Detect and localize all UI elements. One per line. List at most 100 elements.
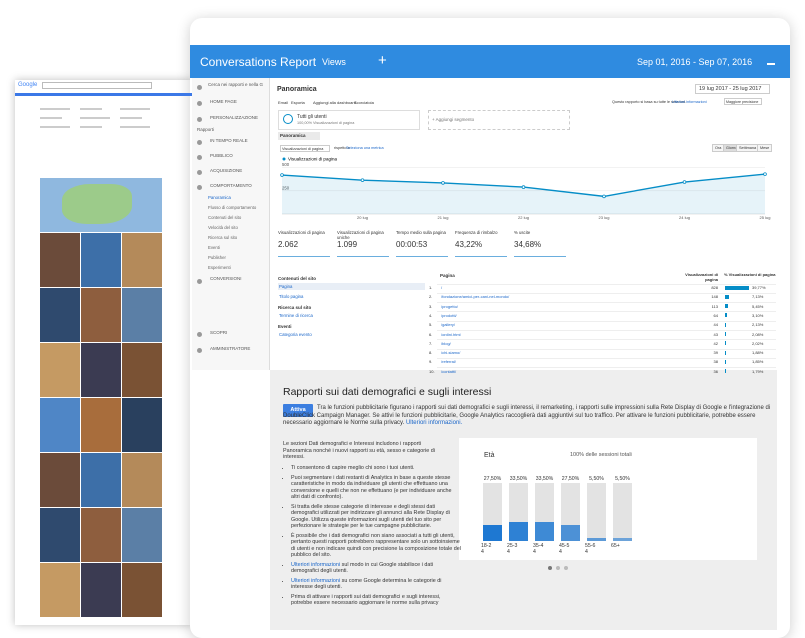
views-button[interactable]: Views: [322, 57, 346, 67]
toolbar-item[interactable]: Email: [278, 100, 289, 105]
bar-category: 55-64: [585, 543, 596, 555]
age-card: [459, 438, 757, 560]
granularity-button[interactable]: Mese: [757, 144, 773, 152]
metric-value: 43,22%: [455, 240, 483, 249]
row-index: 3.: [429, 303, 433, 309]
bar-category: 35-44: [533, 543, 544, 555]
row-index: 1.: [429, 285, 433, 290]
share-bar: [725, 304, 729, 309]
table-header: Visualizzazioni di pagina: [685, 272, 718, 282]
row-page[interactable]: /prodotti/: [441, 312, 457, 318]
report-item: CONVERSIONI: [210, 276, 242, 281]
row-share: 7,13%: [752, 294, 764, 300]
table-link[interactable]: Pagina: [278, 283, 425, 290]
table-header: Pagina: [440, 273, 455, 278]
photo: [81, 343, 121, 397]
demo-title: Rapporti sui dati demografici e sugli in…: [283, 386, 492, 398]
row-page[interactable]: /: [441, 285, 443, 290]
row-page[interactable]: /chi-siamo/: [441, 350, 461, 356]
row-share: 1,79%: [752, 368, 764, 374]
sidebar-search: Cerca nei rapporti e nella G: [208, 82, 264, 87]
row-page[interactable]: /gallery/: [441, 322, 456, 328]
bar-value-label: 27,50%: [561, 476, 580, 482]
row-index: 8.: [429, 350, 433, 356]
table-link[interactable]: Termine di ricerca: [279, 313, 313, 318]
bullet-link[interactable]: Ulteriori informazioni: [291, 561, 341, 568]
toolbar-item[interactable]: Aggiungi alla dashboard: [313, 100, 356, 105]
row-views: 113: [711, 303, 718, 309]
photo: [40, 343, 80, 397]
metric-label: % uscite: [514, 230, 531, 235]
row-share: 3,10%: [752, 312, 764, 318]
bar-value-label: 33,50%: [509, 476, 528, 482]
notice-link[interactable]: Ulteriori informazioni.: [405, 420, 463, 426]
row-views: 148: [711, 294, 718, 300]
share-bar: [725, 369, 727, 374]
row-share: 2,02%: [752, 340, 764, 346]
photo: [40, 233, 80, 287]
tab: Panoramica: [278, 132, 320, 140]
bar: [561, 525, 580, 541]
row-page[interactable]: /blog/: [441, 340, 451, 346]
table-group-head: Ricerca sul sito: [278, 305, 312, 310]
toolbar-item[interactable]: Scorciatoia: [354, 100, 374, 105]
share-bar: [725, 322, 727, 327]
page: (() => { const data = JSON.parse(documen…: [0, 0, 805, 619]
granularity-button[interactable]: Settimana: [736, 144, 760, 152]
text-line: [120, 117, 142, 119]
row-share: 2,13%: [752, 322, 764, 328]
table-link[interactable]: Titolo pagina: [279, 294, 304, 299]
row-share: 39,77%: [752, 285, 766, 290]
report-item: COMPORTAMENTO: [210, 183, 252, 188]
bullet-text: Prima di attivare i rapporti sui dati de…: [291, 593, 441, 607]
row-views: 828: [711, 285, 718, 290]
sampling-note: Questo rapporto si basa su tutte le sess…: [612, 100, 686, 104]
nav-item: PERSONALIZZAZIONE: [210, 115, 259, 120]
pager-dot: [564, 566, 568, 570]
bar-category: 45-54: [559, 543, 570, 555]
metric-label: Visualizzazioni di pagina uniche: [337, 230, 384, 240]
row-page[interactable]: /ordini.html: [441, 331, 461, 337]
photo: [122, 288, 162, 342]
sidebar-icon: [197, 348, 202, 353]
metric-select: Visualizzazioni di pagina: [280, 145, 330, 152]
row-page[interactable]: /contatti/: [441, 368, 457, 374]
row-share: 1,85%: [752, 359, 764, 365]
row-page[interactable]: /progetto/: [441, 303, 458, 309]
sidebar-icon: [197, 117, 202, 122]
row-views: 39: [713, 350, 718, 356]
bar: [587, 537, 606, 541]
table-link[interactable]: Categoria evento: [279, 332, 312, 337]
text-line: [40, 108, 70, 110]
photo: [122, 233, 162, 287]
bullet-link[interactable]: Ulteriori informazioni: [291, 577, 341, 584]
row-views: 44: [713, 322, 718, 328]
nav-item: HOME PAGE: [210, 99, 237, 104]
segment-detail: 100,00% Visualizzazioni di pagina: [297, 121, 355, 125]
activate-button[interactable]: Attiva: [283, 404, 313, 417]
bar-category: 65+: [611, 543, 620, 549]
row-views: 42: [713, 340, 718, 346]
row-index: 9.: [429, 359, 433, 365]
add-button[interactable]: +: [378, 52, 387, 69]
text-line: [80, 117, 110, 119]
metric-value: 1.099: [337, 240, 358, 249]
blue-strip: [15, 93, 192, 96]
report-item: ACQUISIZIONE: [210, 168, 243, 173]
age-subtitle: 100% delle sessioni totali: [570, 452, 632, 458]
photo: [40, 563, 80, 617]
bar: [509, 521, 528, 541]
bullet: È possibile che i dati demografici non s…: [291, 533, 461, 559]
bullet: Si tratta delle stesse categorie di inte…: [291, 504, 461, 530]
app-title: Conversations Report: [200, 55, 317, 69]
add-segment[interactable]: + Aggiungi segmento: [428, 110, 570, 130]
text-line: [40, 117, 62, 119]
text-line: [40, 126, 70, 128]
date-range[interactable]: Sep 01, 2016 - Sep 07, 2016: [637, 57, 753, 67]
row-page[interactable]: /referral/: [441, 359, 456, 365]
report-subitem: Ricerca sul sito: [208, 235, 238, 240]
precision-select: Maggiore precisione: [724, 98, 762, 105]
metric-sparkline: [396, 252, 448, 257]
toolbar-item[interactable]: Esporta: [291, 100, 305, 105]
row-page[interactable]: /fondazione/amici-per-cani-nel-mondo/: [441, 294, 510, 300]
